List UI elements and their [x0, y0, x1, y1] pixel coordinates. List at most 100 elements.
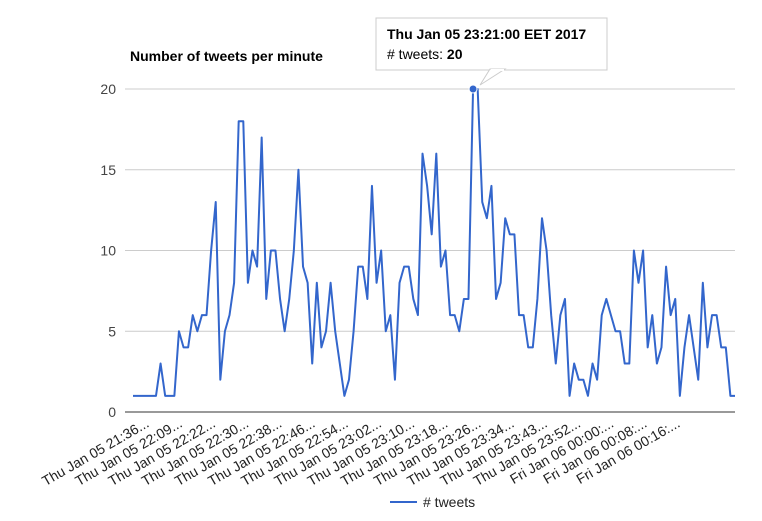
data-point[interactable]: [286, 296, 292, 302]
data-point[interactable]: [732, 393, 738, 399]
data-point[interactable]: [332, 328, 338, 334]
data-point[interactable]: [364, 296, 370, 302]
data-point[interactable]: [227, 312, 233, 318]
data-point[interactable]: [309, 361, 315, 367]
data-point[interactable]: [631, 248, 637, 254]
data-point[interactable]: [672, 296, 678, 302]
data-point[interactable]: [557, 312, 563, 318]
data-point[interactable]: [590, 361, 596, 367]
data-point[interactable]: [328, 280, 334, 286]
data-point[interactable]: [585, 393, 591, 399]
data-point[interactable]: [562, 296, 568, 302]
data-point[interactable]: [626, 361, 632, 367]
data-point[interactable]: [484, 215, 490, 221]
data-point[interactable]: [548, 312, 554, 318]
data-point[interactable]: [608, 312, 614, 318]
data-point[interactable]: [323, 328, 329, 334]
data-point[interactable]: [272, 248, 278, 254]
data-point[interactable]: [204, 312, 210, 318]
data-point[interactable]: [190, 312, 196, 318]
data-point[interactable]: [213, 199, 219, 205]
data-point[interactable]: [502, 215, 508, 221]
data-point[interactable]: [254, 264, 260, 270]
legend[interactable]: # tweets: [390, 494, 475, 510]
data-point[interactable]: [571, 361, 577, 367]
data-point[interactable]: [392, 377, 398, 383]
data-point[interactable]: [649, 312, 655, 318]
data-point[interactable]: [488, 183, 494, 189]
data-point[interactable]: [433, 151, 439, 157]
data-point[interactable]: [640, 248, 646, 254]
data-point[interactable]: [153, 393, 159, 399]
data-point[interactable]: [337, 361, 343, 367]
data-point[interactable]: [341, 393, 347, 399]
data-point[interactable]: [369, 183, 375, 189]
data-point[interactable]: [158, 361, 164, 367]
data-point[interactable]: [406, 264, 412, 270]
data-point[interactable]: [176, 328, 182, 334]
data-point[interactable]: [553, 361, 559, 367]
data-point[interactable]: [424, 183, 430, 189]
data-point[interactable]: [530, 344, 536, 350]
data-point[interactable]: [603, 296, 609, 302]
data-point[interactable]: [544, 248, 550, 254]
data-point[interactable]: [456, 328, 462, 334]
data-point[interactable]: [291, 248, 297, 254]
data-point[interactable]: [420, 151, 426, 157]
data-point[interactable]: [663, 264, 669, 270]
data-point[interactable]: [498, 280, 504, 286]
data-point[interactable]: [599, 312, 605, 318]
data-point[interactable]: [231, 280, 237, 286]
highlighted-data-point[interactable]: [468, 84, 478, 94]
data-point[interactable]: [567, 393, 573, 399]
data-point[interactable]: [249, 248, 255, 254]
data-point[interactable]: [452, 312, 458, 318]
data-point[interactable]: [723, 344, 729, 350]
data-point[interactable]: [635, 280, 641, 286]
data-point[interactable]: [580, 377, 586, 383]
data-point[interactable]: [704, 344, 710, 350]
data-point[interactable]: [714, 312, 720, 318]
data-point[interactable]: [240, 118, 246, 124]
data-point[interactable]: [415, 312, 421, 318]
data-point[interactable]: [194, 328, 200, 334]
data-point[interactable]: [314, 280, 320, 286]
data-point[interactable]: [617, 328, 623, 334]
data-point[interactable]: [387, 312, 393, 318]
data-point[interactable]: [539, 215, 545, 221]
data-point[interactable]: [654, 361, 660, 367]
data-point[interactable]: [686, 312, 692, 318]
data-point[interactable]: [700, 280, 706, 286]
data-point[interactable]: [521, 312, 527, 318]
data-point[interactable]: [429, 231, 435, 237]
data-point[interactable]: [351, 328, 357, 334]
data-point[interactable]: [594, 377, 600, 383]
data-point[interactable]: [185, 344, 191, 350]
data-point[interactable]: [691, 344, 697, 350]
data-point[interactable]: [681, 344, 687, 350]
data-point[interactable]: [677, 393, 683, 399]
data-point[interactable]: [410, 296, 416, 302]
data-point[interactable]: [300, 264, 306, 270]
data-point[interactable]: [374, 280, 380, 286]
data-point[interactable]: [305, 280, 311, 286]
data-point[interactable]: [259, 134, 265, 140]
data-point[interactable]: [493, 296, 499, 302]
data-point[interactable]: [465, 296, 471, 302]
data-point[interactable]: [438, 264, 444, 270]
data-point[interactable]: [378, 248, 384, 254]
data-point[interactable]: [282, 328, 288, 334]
data-point[interactable]: [645, 344, 651, 350]
data-point[interactable]: [475, 86, 481, 92]
data-point[interactable]: [383, 328, 389, 334]
data-point[interactable]: [658, 344, 664, 350]
data-point[interactable]: [171, 393, 177, 399]
data-point[interactable]: [360, 264, 366, 270]
data-point[interactable]: [217, 377, 223, 383]
data-point[interactable]: [397, 280, 403, 286]
data-point[interactable]: [277, 296, 283, 302]
data-point[interactable]: [263, 296, 269, 302]
data-point[interactable]: [442, 248, 448, 254]
data-point[interactable]: [346, 377, 352, 383]
data-point[interactable]: [318, 344, 324, 350]
